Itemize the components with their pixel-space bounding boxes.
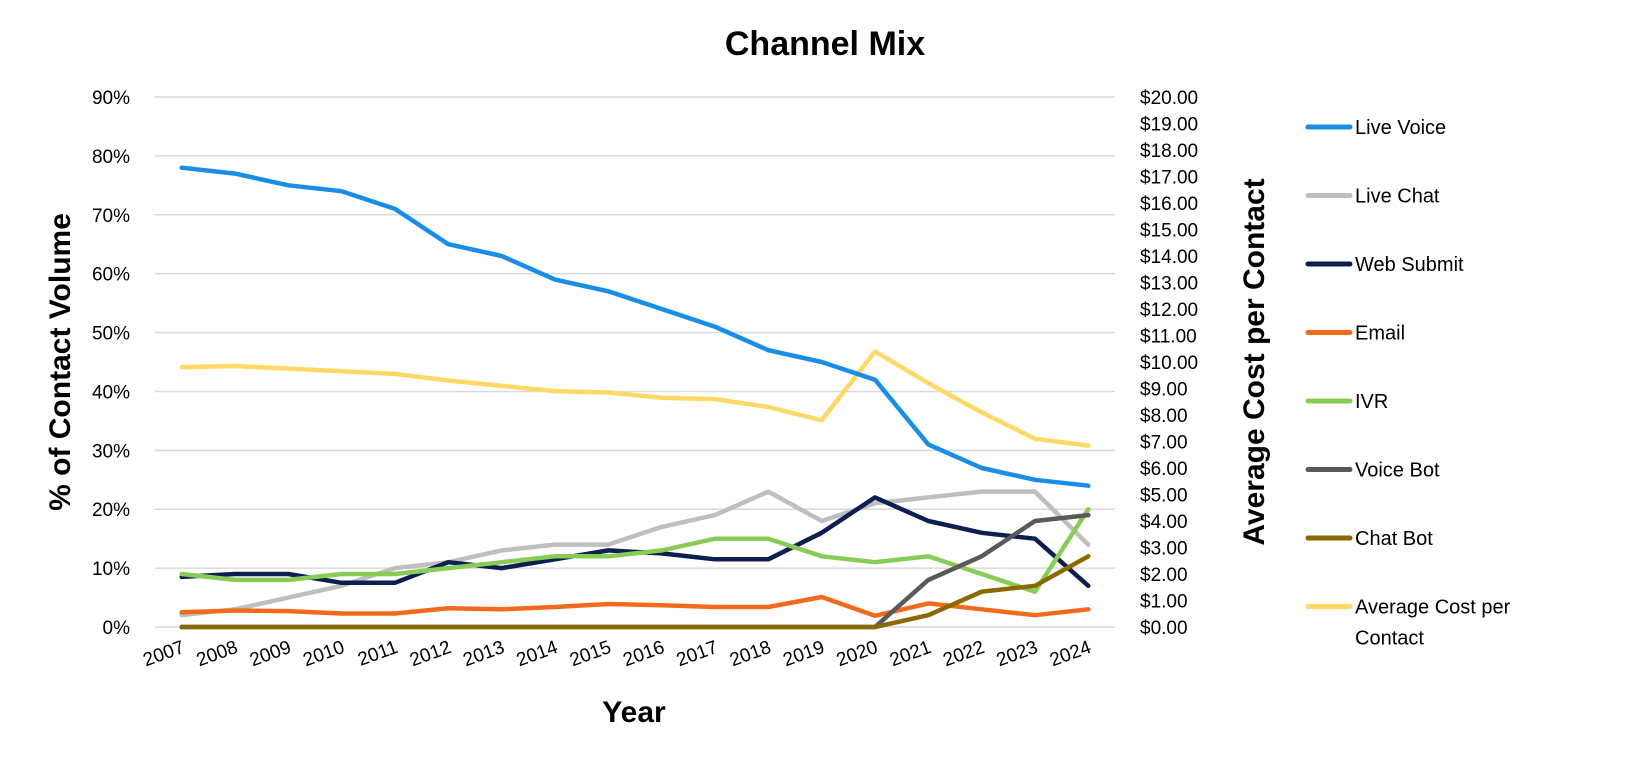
- y2-tick-label: $16.00: [1140, 194, 1198, 215]
- legend-item: Web Submit: [1305, 254, 1464, 276]
- y2-tick-label: $3.00: [1140, 539, 1188, 560]
- right-axis-ticks: $0.00 $1.00 $2.00 $3.00 $4.00 $5.00 $6.00 $7.00…: [1140, 88, 1198, 639]
- series-line-live-voice: [179, 165, 1091, 488]
- x-tick-label: 2021: [887, 637, 934, 671]
- series-line-web-submit: [179, 495, 1091, 589]
- series-line-average-cost-per-contact: [179, 349, 1091, 448]
- y2-tick-label: $10.00: [1140, 353, 1198, 374]
- y2-axis-title: Average Cost per Contact: [1238, 178, 1271, 545]
- legend-label: Web Submit: [1355, 254, 1464, 276]
- legend-label: Live Voice: [1355, 117, 1446, 139]
- x-tick-label: 2008: [194, 637, 241, 671]
- legend-item: Live Voice: [1305, 117, 1446, 139]
- gridlines: [155, 96, 1115, 628]
- y2-tick-label: $2.00: [1140, 565, 1188, 586]
- y2-tick-label: $15.00: [1140, 221, 1198, 242]
- x-tick-label: 2022: [940, 637, 987, 671]
- x-tick-label: 2007: [140, 637, 187, 671]
- x-tick-label: 2013: [460, 637, 507, 671]
- legend-item: Average Cost per Contact: [1305, 597, 1511, 650]
- series-line-chat-bot: [179, 554, 1091, 630]
- x-tick-label: 2023: [994, 637, 1041, 671]
- y-tick-label: 20%: [92, 500, 130, 521]
- y-tick-label: 40%: [92, 382, 130, 403]
- legend-label: Email: [1355, 323, 1405, 345]
- series-line-live-chat: [179, 489, 1091, 618]
- y2-tick-label: $0.00: [1140, 618, 1188, 639]
- y2-tick-label: $9.00: [1140, 380, 1188, 401]
- y2-tick-label: $18.00: [1140, 141, 1198, 162]
- legend-item: IVR: [1305, 391, 1388, 413]
- y2-tick-label: $19.00: [1140, 115, 1198, 136]
- legend-item: Email: [1305, 323, 1405, 345]
- x-tick-label: 2020: [834, 637, 881, 671]
- y-axis-title: % of Contact Volume: [44, 213, 77, 511]
- y-tick-label: 50%: [92, 324, 130, 345]
- y2-tick-label: $13.00: [1140, 274, 1198, 295]
- y2-tick-label: $14.00: [1140, 247, 1198, 268]
- x-tick-label: 2019: [780, 637, 827, 671]
- x-tick-label: 2010: [300, 637, 347, 671]
- x-tick-label: 2016: [620, 637, 667, 671]
- y-tick-label: 30%: [92, 441, 130, 462]
- y2-tick-label: $4.00: [1140, 512, 1188, 533]
- y-tick-label: 60%: [92, 265, 130, 286]
- legend-label: Chat Bot: [1355, 528, 1433, 550]
- series-line-email: [179, 594, 1091, 619]
- x-tick-label: 2018: [727, 637, 774, 671]
- x-tick-label: 2014: [514, 637, 561, 671]
- x-tick-label: 2012: [407, 637, 454, 671]
- y2-tick-label: $12.00: [1140, 300, 1198, 321]
- y2-tick-label: $7.00: [1140, 433, 1188, 454]
- y-tick-label: 10%: [92, 559, 130, 580]
- y2-tick-label: $20.00: [1140, 88, 1198, 109]
- series-lines: [179, 165, 1091, 630]
- x-tick-label: 2024: [1047, 637, 1094, 671]
- legend-label: Average Cost per Contact: [1355, 597, 1511, 650]
- y-tick-label: 70%: [92, 206, 130, 227]
- y2-tick-label: $1.00: [1140, 592, 1188, 613]
- y-tick-label: 80%: [92, 147, 130, 168]
- series-line-ivr: [179, 506, 1091, 594]
- chart-title: Channel Mix: [725, 25, 925, 63]
- x-axis-title: Year: [602, 696, 666, 729]
- x-tick-label: 2009: [247, 637, 294, 671]
- y2-tick-label: $6.00: [1140, 459, 1188, 480]
- x-axis-ticks: 2007 2008 2009 2010 2011 2012 2013 2014 2015 2016…: [140, 637, 1094, 671]
- y2-tick-label: $5.00: [1140, 486, 1188, 507]
- legend-label: IVR: [1355, 391, 1388, 413]
- left-axis-ticks: 0% 10% 20% 30% 40% 50% 60% 70% 80% 90%: [92, 88, 130, 639]
- x-tick-label: 2017: [674, 637, 721, 671]
- legend-label: Live Chat: [1355, 186, 1440, 208]
- x-tick-label: 2015: [567, 637, 614, 671]
- y-tick-label: 90%: [92, 88, 130, 109]
- y2-tick-label: $11.00: [1140, 327, 1197, 348]
- legend-item: Voice Bot: [1305, 460, 1440, 482]
- y2-tick-label: $17.00: [1140, 168, 1198, 189]
- legend: Live Voice Live Chat Web Submit Email IVR Voi…: [1305, 117, 1511, 650]
- legend-item: Chat Bot: [1305, 528, 1433, 550]
- legend-item: Live Chat: [1305, 186, 1440, 208]
- legend-label: Voice Bot: [1355, 460, 1440, 482]
- x-tick-label: 2011: [355, 637, 401, 671]
- y-tick-label: 0%: [103, 618, 131, 639]
- y2-tick-label: $8.00: [1140, 406, 1188, 427]
